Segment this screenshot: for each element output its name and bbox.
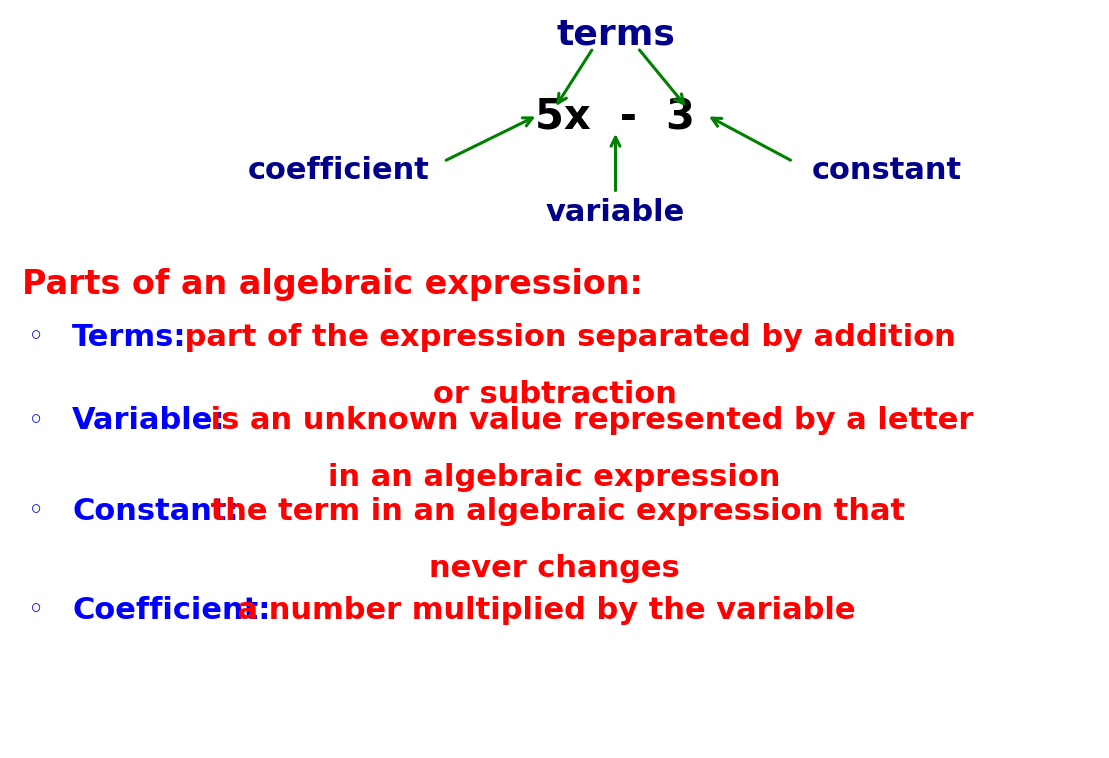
Text: is an unknown value represented by a letter: is an unknown value represented by a let…	[200, 406, 973, 435]
Text: coefficient: coefficient	[247, 156, 429, 185]
Text: ◦: ◦	[28, 498, 44, 525]
Text: 5x  -  3: 5x - 3	[536, 96, 695, 139]
Text: ◦: ◦	[28, 597, 44, 624]
Text: Variable:: Variable:	[72, 406, 225, 435]
Text: a number multiplied by the variable: a number multiplied by the variable	[227, 596, 856, 625]
Text: the term in an algebraic expression that: the term in an algebraic expression that	[200, 497, 905, 526]
Text: terms: terms	[556, 17, 675, 51]
Text: Terms:: Terms:	[72, 323, 186, 352]
Text: Parts of an algebraic expression:: Parts of an algebraic expression:	[22, 268, 643, 301]
Text: never changes: never changes	[429, 554, 680, 583]
Text: Constant:: Constant:	[72, 497, 238, 526]
Text: constant: constant	[812, 156, 963, 185]
Text: Coefficient:: Coefficient:	[72, 596, 271, 625]
Text: or subtraction: or subtraction	[433, 380, 676, 409]
Text: variable: variable	[546, 198, 685, 227]
Text: ◦: ◦	[28, 324, 44, 351]
Text: in an algebraic expression: in an algebraic expression	[328, 463, 781, 492]
Text: part of the expression separated by addition: part of the expression separated by addi…	[174, 323, 956, 352]
Text: ◦: ◦	[28, 407, 44, 434]
